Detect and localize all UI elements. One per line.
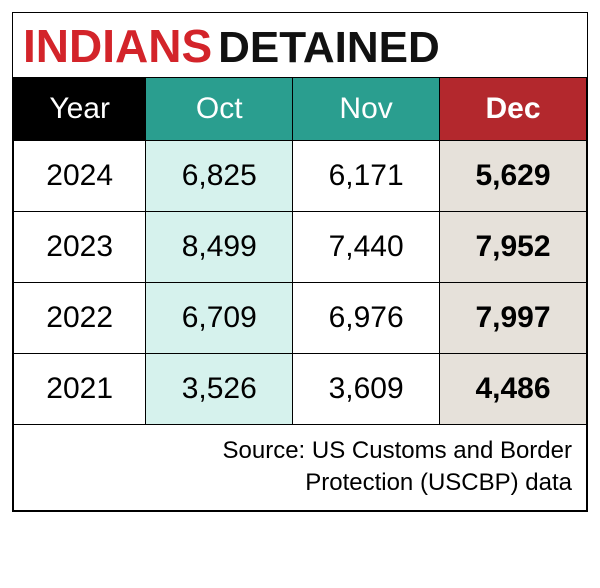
cell-nov: 7,440: [293, 212, 440, 283]
cell-oct: 6,825: [146, 141, 293, 212]
col-header-oct: Oct: [146, 78, 293, 141]
cell-dec: 4,486: [440, 354, 587, 425]
cell-year: 2022: [14, 283, 146, 354]
table-row: 2023 8,499 7,440 7,952: [14, 212, 587, 283]
source-row: Source: US Customs and Border Protection…: [14, 425, 587, 511]
cell-year: 2024: [14, 141, 146, 212]
infographic-frame: INDIANSDETAINED Year Oct Nov Dec 2024 6,…: [12, 12, 588, 512]
cell-oct: 8,499: [146, 212, 293, 283]
cell-dec: 7,997: [440, 283, 587, 354]
cell-oct: 3,526: [146, 354, 293, 425]
title-word-indians: INDIANS: [23, 20, 212, 72]
cell-dec: 5,629: [440, 141, 587, 212]
cell-nov: 6,976: [293, 283, 440, 354]
source-line-2: Protection (USCBP) data: [305, 469, 572, 496]
col-header-year: Year: [14, 78, 146, 141]
detained-table: Year Oct Nov Dec 2024 6,825 6,171 5,629 …: [13, 77, 587, 511]
cell-year: 2023: [14, 212, 146, 283]
cell-oct: 6,709: [146, 283, 293, 354]
table-row: 2024 6,825 6,171 5,629: [14, 141, 587, 212]
col-header-dec: Dec: [440, 78, 587, 141]
source-line-1: Source: US Customs and Border: [223, 437, 573, 464]
table-row: 2022 6,709 6,976 7,997: [14, 283, 587, 354]
cell-year: 2021: [14, 354, 146, 425]
col-header-nov: Nov: [293, 78, 440, 141]
source-cell: Source: US Customs and Border Protection…: [14, 425, 587, 511]
title-bar: INDIANSDETAINED: [13, 13, 587, 77]
cell-nov: 6,171: [293, 141, 440, 212]
table-row: 2021 3,526 3,609 4,486: [14, 354, 587, 425]
cell-dec: 7,952: [440, 212, 587, 283]
cell-nov: 3,609: [293, 354, 440, 425]
title-word-detained: DETAINED: [218, 23, 440, 72]
table-body: 2024 6,825 6,171 5,629 2023 8,499 7,440 …: [14, 141, 587, 511]
table-header: Year Oct Nov Dec: [14, 78, 587, 141]
